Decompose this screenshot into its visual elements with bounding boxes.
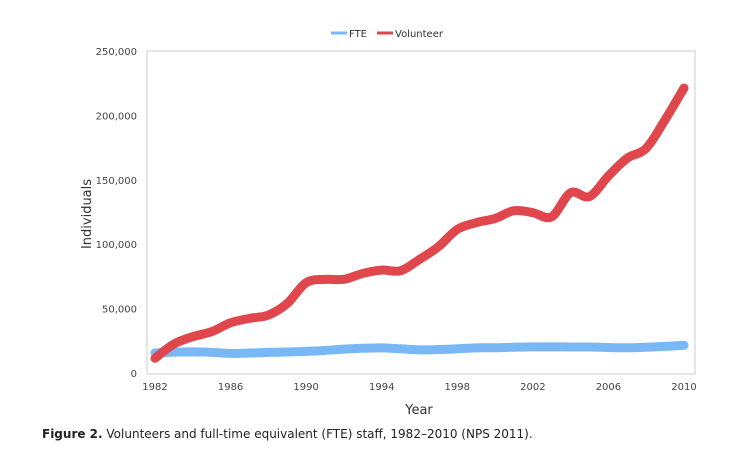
y-axis-title: Individuals xyxy=(80,179,95,249)
y-tick-label: 250,000 xyxy=(96,47,137,58)
legend-label-volunteer: Volunteer xyxy=(395,29,444,40)
x-tick-label: 1994 xyxy=(369,382,394,393)
x-tick-label: 1998 xyxy=(445,382,470,393)
legend: FTE Volunteer xyxy=(331,29,444,40)
series-line-volunteer xyxy=(150,83,689,363)
y-tick-label: 150,000 xyxy=(96,176,137,187)
figure-caption: Figure 2. Volunteers and full-time equiv… xyxy=(42,427,533,441)
x-tick-label: 2002 xyxy=(520,382,545,393)
x-tick-label: 1982 xyxy=(142,382,167,393)
y-tick-label: 50,000 xyxy=(102,305,137,316)
x-axis-title: Year xyxy=(404,403,433,418)
series-line-fte xyxy=(150,340,689,358)
y-tick-label: 100,000 xyxy=(96,240,137,251)
y-tick-label: 200,000 xyxy=(96,111,137,122)
legend-label-fte: FTE xyxy=(349,29,367,40)
x-tick-label: 1986 xyxy=(218,382,243,393)
caption-label: Figure 2. xyxy=(42,427,103,441)
x-tick-label: 1990 xyxy=(293,382,318,393)
x-tick-label: 2010 xyxy=(671,382,696,393)
caption-text: Volunteers and full-time equivalent (FTE… xyxy=(102,427,533,441)
x-tick-label: 2006 xyxy=(596,382,621,393)
y-tick-label: 0 xyxy=(131,369,137,380)
